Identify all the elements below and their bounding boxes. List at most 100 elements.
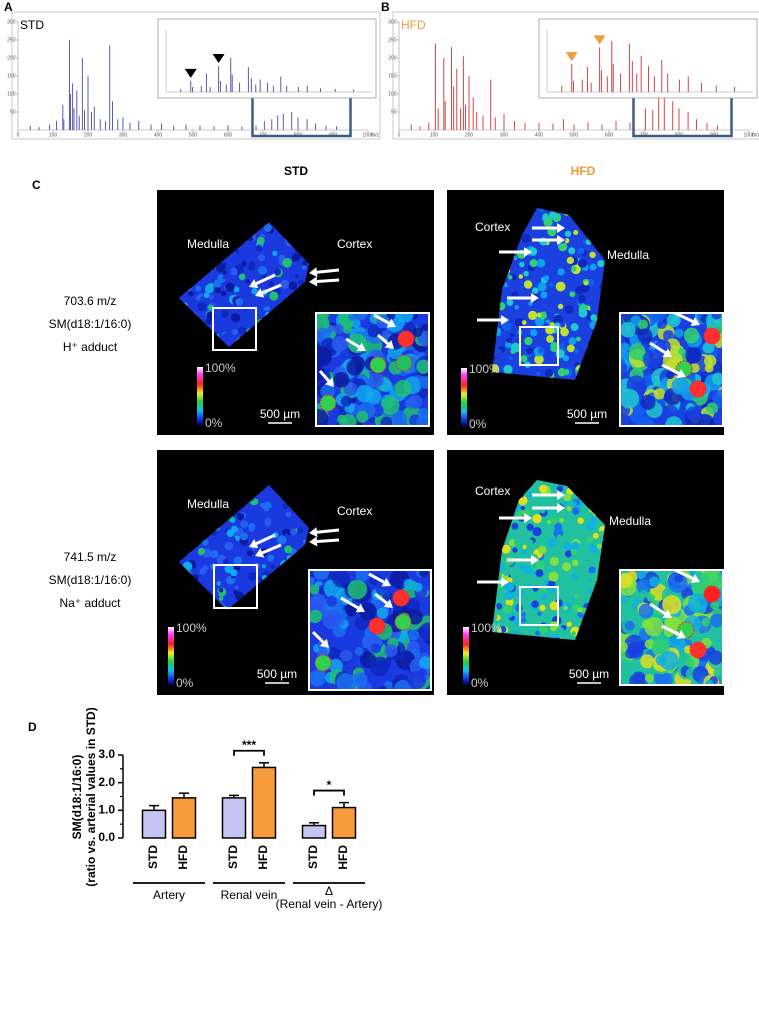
pixel [257, 253, 266, 262]
pixel [195, 285, 202, 292]
pixel [241, 261, 247, 267]
hotspot [369, 356, 387, 374]
inset-pixel [352, 672, 368, 688]
pixel [520, 355, 528, 363]
pixel [263, 224, 272, 233]
inset-pixel [644, 617, 664, 637]
category-label: HFD [336, 845, 350, 870]
pixel [521, 550, 528, 556]
pixel [558, 242, 568, 252]
hotspot [689, 641, 707, 659]
inset-pixel [702, 570, 723, 589]
ms-image: Medulla Cortex 100% 0% 500 µm [157, 190, 434, 435]
pixel [568, 337, 577, 346]
pixel [259, 502, 265, 508]
region-label: Medulla [607, 248, 649, 262]
inset-pixel [337, 414, 347, 424]
inset-pixel [620, 358, 626, 367]
pixel [550, 549, 559, 558]
pixel [501, 321, 512, 331]
pixel [587, 278, 595, 286]
pixel [269, 291, 279, 301]
arrow-head [309, 536, 318, 547]
pixel [568, 247, 576, 255]
pixel [528, 247, 538, 256]
arrow-shaft [318, 370, 330, 382]
pixel [518, 274, 524, 279]
y-tick-label: 250 [388, 37, 397, 43]
pixel [240, 520, 248, 529]
pixel [195, 295, 201, 301]
pixel [213, 591, 219, 596]
pixel [270, 564, 276, 570]
hotspot [368, 617, 386, 635]
inset-pixel [644, 673, 654, 683]
inset-pixel [309, 669, 326, 687]
pixel [535, 569, 544, 578]
pixel [206, 578, 213, 584]
inset-pixel [354, 647, 364, 656]
pixel [537, 282, 547, 292]
y-tick-label: 150 [388, 73, 397, 79]
arrow-head [355, 603, 365, 613]
pixel [521, 612, 526, 618]
pixel [536, 371, 541, 376]
bar [251, 766, 277, 839]
arrow-shaft [377, 333, 389, 345]
arrow-shaft [255, 273, 276, 286]
pixel [543, 217, 553, 227]
inset-pixel [665, 370, 675, 380]
inset-pixel [322, 609, 342, 630]
colorbar-max: 100% [471, 621, 502, 635]
pixel [526, 523, 534, 531]
pixel [564, 230, 572, 237]
inset [620, 570, 723, 685]
inset-border [308, 569, 432, 691]
inset-pixel [309, 609, 323, 624]
scale-label: 500 µm [567, 407, 607, 421]
inset-pixel [671, 377, 689, 395]
inset-pixel [653, 388, 666, 400]
y-axis-label: SM(d18:1/16:0) [70, 755, 84, 840]
pixel [549, 556, 559, 566]
inset [316, 313, 429, 426]
arrow-head [557, 490, 565, 500]
pixel [571, 631, 577, 636]
inset-pixel [355, 570, 370, 582]
arrow-head [386, 318, 396, 328]
pixel [297, 527, 304, 534]
inset-pixel [620, 572, 633, 588]
pixel [268, 507, 278, 517]
arrow-head [690, 317, 700, 327]
pixel [550, 517, 559, 525]
arrow-shaft [316, 538, 340, 543]
arrow-head [309, 527, 318, 538]
colorbar [168, 627, 174, 685]
inset-pixel [370, 643, 382, 654]
pixel [523, 566, 532, 575]
pixel [277, 535, 287, 545]
pixel [577, 517, 584, 524]
pixel [280, 279, 290, 289]
pixel [577, 247, 585, 255]
pixel [573, 229, 579, 236]
arrow-shaft [368, 572, 385, 584]
arrow-head [524, 247, 532, 257]
inset-pixel [651, 313, 667, 322]
pixel [222, 274, 228, 280]
pixel [222, 270, 227, 275]
inset-pixel [326, 595, 338, 607]
hotspot [703, 585, 721, 603]
inset-pixel [347, 579, 368, 600]
inset-pixel [332, 570, 350, 588]
row-label: H⁺ adduct [63, 340, 118, 354]
bar [331, 806, 357, 839]
inset-pixel [316, 408, 329, 426]
y-tick-label: 300 [7, 19, 16, 25]
zoom-square [212, 307, 257, 351]
colorbar-max: 100% [176, 621, 207, 635]
group-sublabel: (Renal vein - Artery) [276, 897, 383, 911]
pixel [596, 543, 602, 549]
x-tick-label: 400 [535, 132, 544, 138]
